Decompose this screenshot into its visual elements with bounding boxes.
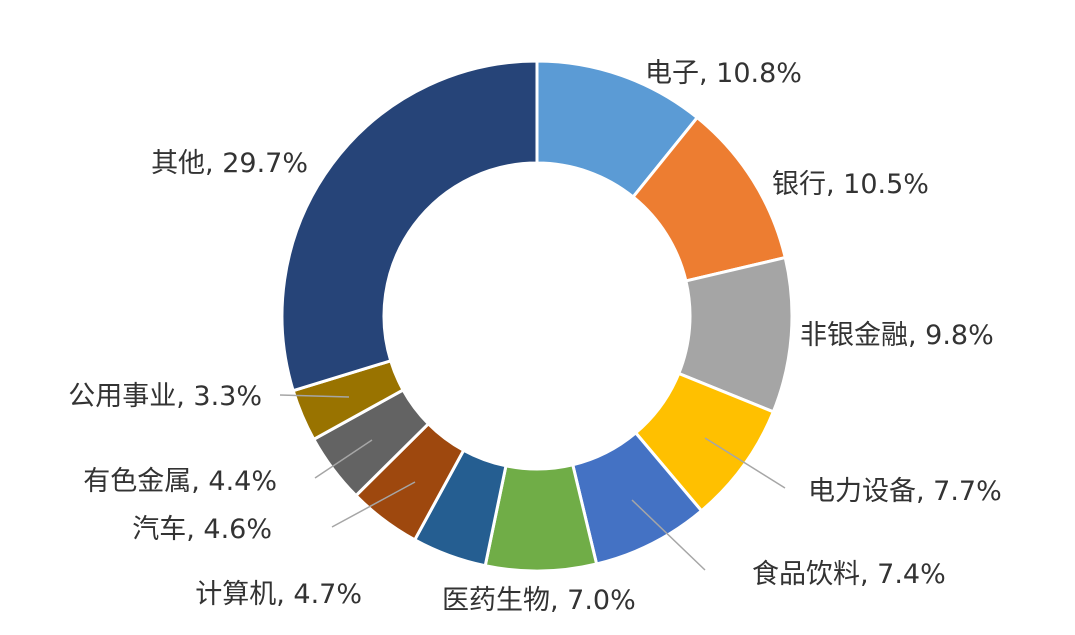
labels-layer: 电子, 10.8% 银行, 10.5% 非银金融, 9.8% 电力设备, 7.7% 食品… <box>68 58 1002 616</box>
slice-label-10: 公用事业, 3.3% <box>68 381 262 412</box>
slice-11 <box>280 59 539 393</box>
leader-line-5 <box>631 499 706 571</box>
slice-label-9: 有色金属, 4.4% <box>83 466 277 497</box>
slice-label-3: 非银金融, 9.8% <box>800 320 994 351</box>
slice-label-6: 医药生物, 7.0% <box>442 585 636 616</box>
leader-line-8 <box>331 481 416 528</box>
slice-label-1: 电子, 10.8% <box>645 58 802 89</box>
slice-label-11: 其他, 29.7% <box>151 148 308 179</box>
slice-label-5: 食品饮料, 7.4% <box>752 559 946 590</box>
leader-lines-layer <box>279 394 786 571</box>
leader-line-10 <box>279 394 350 398</box>
leader-line-9 <box>314 439 373 479</box>
leader-line-4 <box>704 437 786 489</box>
slice-label-4: 电力设备, 7.7% <box>808 476 1002 507</box>
slices-layer <box>280 59 794 573</box>
slice-label-2: 银行, 10.5% <box>772 169 929 200</box>
slice-label-8: 汽车, 4.6% <box>132 514 272 545</box>
slice-label-7: 计算机, 4.7% <box>195 579 362 610</box>
